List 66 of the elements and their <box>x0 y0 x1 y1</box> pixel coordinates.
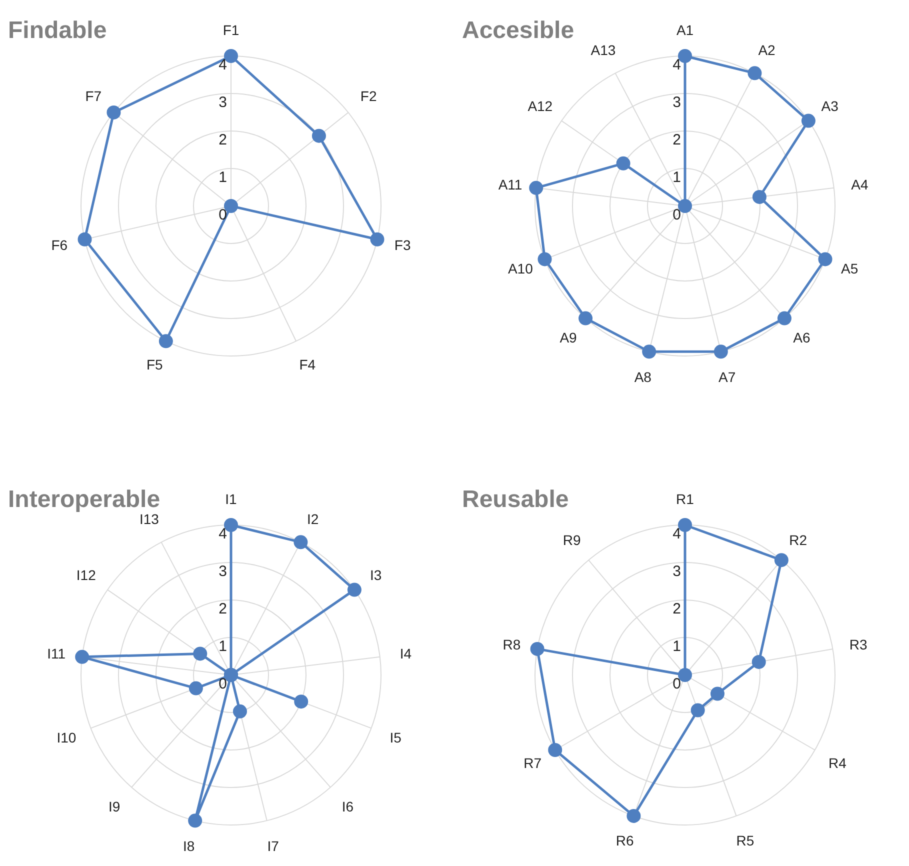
chart-title: Accesible <box>462 17 574 44</box>
spoke-label: A11 <box>498 176 522 193</box>
spoke-label: A13 <box>590 42 616 58</box>
spoke-label: I13 <box>139 511 160 528</box>
spoke-label: R6 <box>616 832 634 848</box>
spoke-label: R8 <box>502 636 521 652</box>
spoke-label: F7 <box>85 88 102 104</box>
spoke-label: R1 <box>676 490 694 507</box>
spoke-label: I9 <box>108 798 120 815</box>
y-tick-label: 4 <box>218 526 227 542</box>
spoke-label: F1 <box>222 22 240 38</box>
y-tick-label: 3 <box>218 563 227 580</box>
spoke-label: A3 <box>821 98 839 114</box>
spoke-label: I11 <box>47 646 66 662</box>
spoke-label: F3 <box>394 237 411 254</box>
y-tick-label: 2 <box>218 132 227 148</box>
spoke-label: A2 <box>758 42 776 58</box>
spoke-label: R4 <box>828 754 847 771</box>
y-tick-label: 1 <box>672 169 681 186</box>
spoke-label: I3 <box>370 566 382 583</box>
spoke-label: I2 <box>306 511 319 528</box>
spoke-label: A4 <box>851 176 868 193</box>
spoke-label: F5 <box>146 356 164 372</box>
y-tick-label: 3 <box>218 94 227 111</box>
spoke-label: F6 <box>51 237 68 254</box>
spoke-label: F4 <box>299 356 316 372</box>
spoke-label: A8 <box>634 368 652 385</box>
spoke-label: A9 <box>560 330 578 346</box>
spoke-label: A5 <box>841 260 858 276</box>
y-tick-label: 2 <box>218 600 227 618</box>
y-tick-label: 2 <box>672 132 681 148</box>
chart-title: Interoperable <box>8 486 160 513</box>
y-tick-label: 3 <box>672 563 681 580</box>
spoke-label: I8 <box>183 838 195 854</box>
spoke-label: A1 <box>676 22 694 38</box>
y-tick-label: 0 <box>218 676 227 692</box>
y-tick-label: 0 <box>672 206 681 224</box>
spoke-label: F2 <box>360 88 377 104</box>
y-tick-label: 0 <box>218 206 227 224</box>
chart-title: Findable <box>8 17 107 44</box>
y-tick-label: 1 <box>218 638 227 655</box>
spoke-label: R3 <box>849 636 868 652</box>
spoke-label: A10 <box>508 260 534 276</box>
spoke-label: A12 <box>528 98 553 114</box>
y-tick-label: 0 <box>672 676 681 692</box>
spoke-label: R7 <box>524 754 542 771</box>
spoke-label: I6 <box>342 798 354 815</box>
y-tick-label: 3 <box>672 94 681 111</box>
y-tick-label: 4 <box>672 526 681 542</box>
spoke-label: R2 <box>789 532 808 548</box>
spoke-label: R9 <box>562 532 582 548</box>
spoke-label: R5 <box>736 832 754 848</box>
chart-title: Reusable <box>462 486 569 513</box>
spoke-label: A6 <box>793 330 810 346</box>
y-tick-label: 1 <box>672 638 681 655</box>
spoke-label: I12 <box>76 566 96 583</box>
y-tick-label: 2 <box>672 600 681 618</box>
spoke-label: I4 <box>400 646 412 662</box>
spoke-label: I1 <box>225 490 238 507</box>
spoke-label: I7 <box>267 838 280 854</box>
spoke-label: A7 <box>718 368 736 385</box>
spoke-label: I5 <box>390 729 402 746</box>
y-tick-label: 1 <box>218 169 227 186</box>
y-tick-label: 4 <box>672 56 681 74</box>
y-tick-label: 4 <box>218 56 227 74</box>
spoke-label: I10 <box>56 729 76 746</box>
